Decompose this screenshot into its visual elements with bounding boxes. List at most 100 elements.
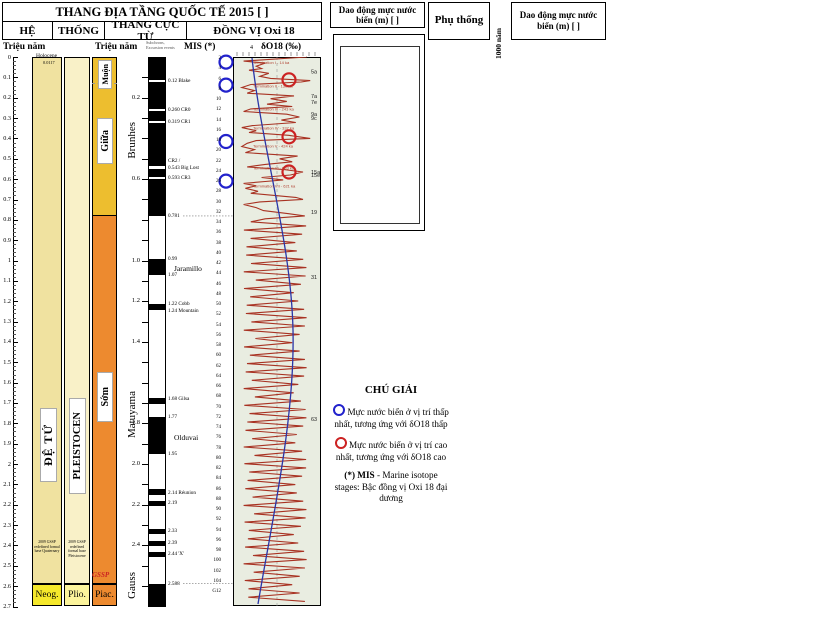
header-col-thong: THỐNG xyxy=(52,21,105,40)
age-tick-label: 0.3 xyxy=(3,114,11,122)
age-minor-tick xyxy=(13,223,16,225)
mis-stage-number: 76 xyxy=(216,435,221,441)
age-minor-tick xyxy=(13,211,16,213)
mis-stage-number: 2 xyxy=(218,56,222,61)
age-tick-label: 0.4 xyxy=(3,134,11,142)
age-minor-tick xyxy=(13,244,16,245)
age-tick-label: 2.1 xyxy=(3,480,11,488)
age-tick xyxy=(13,179,18,181)
age-tick-label: 1.1 xyxy=(3,277,11,285)
age2-tick xyxy=(142,158,148,160)
age-tick-label: 1.7 xyxy=(3,399,11,407)
subchron-label: 2.14 Réunion xyxy=(168,489,196,496)
age-minor-tick xyxy=(13,191,16,193)
age-minor-tick xyxy=(13,61,16,62)
age-tick-label: 0.2 xyxy=(3,94,11,102)
inset-chart-frame xyxy=(333,34,425,231)
piacenzian-label: Piac. xyxy=(92,584,117,606)
mis-stage-number: 78 xyxy=(216,445,221,451)
subchron-label: 1.24 Mountain xyxy=(168,308,199,314)
mis-stage-number: 6 xyxy=(218,76,222,82)
ka-axis-caption: 1000 năm xyxy=(494,28,503,80)
mis-stage-number: 50 xyxy=(216,302,221,307)
age-tick xyxy=(13,565,18,567)
age2-tick xyxy=(142,219,148,221)
age2-tick xyxy=(142,402,148,404)
age-minor-tick xyxy=(13,415,16,416)
system-label: ĐỆ TỨ xyxy=(41,423,55,466)
mis-caption: MIS (*) xyxy=(184,42,216,52)
age-tick xyxy=(13,260,18,262)
age-minor-tick xyxy=(13,476,16,477)
system-label-box: ĐỆ TỨ xyxy=(40,408,57,482)
age-minor-tick xyxy=(13,394,16,396)
age-minor-tick xyxy=(13,496,16,498)
age-minor-tick xyxy=(13,508,16,510)
age-minor-tick xyxy=(13,407,16,408)
age-tick xyxy=(13,484,18,486)
mis-stage-number: 88 xyxy=(216,496,221,502)
age2-tick xyxy=(142,321,148,323)
age-minor-tick xyxy=(13,171,16,172)
mis-stage-number: 12 xyxy=(216,107,221,113)
subchron-label: 1.22 Cobb xyxy=(168,301,190,308)
polarity-normal-segment xyxy=(149,168,165,177)
age-tick xyxy=(13,464,18,465)
polarity-normal-segment xyxy=(149,500,165,506)
legend-note-rest: - Marine isotope stages: Bậc đồng vị Oxi… xyxy=(334,470,448,503)
age-minor-tick xyxy=(13,578,16,579)
age-minor-tick xyxy=(13,272,16,274)
age-minor-tick xyxy=(13,561,16,563)
age-minor-tick xyxy=(13,537,16,539)
age2-tick xyxy=(142,280,148,282)
age-minor-tick xyxy=(13,313,16,315)
d18o-caption: δO18 (‰) xyxy=(261,42,302,52)
mis-stage-number: 80 xyxy=(216,455,221,461)
age-minor-tick xyxy=(13,65,16,66)
chron-label-text: Gauss xyxy=(126,571,138,599)
subchron-label: 0.260 CR0 xyxy=(168,106,191,113)
polarity-normal-segment xyxy=(149,489,165,496)
age-tick xyxy=(13,97,18,99)
age2-tick xyxy=(142,341,148,343)
age-tick-label: 1.8 xyxy=(3,419,11,427)
age-minor-tick xyxy=(13,602,16,604)
age-minor-tick xyxy=(13,105,16,107)
age-minor-tick xyxy=(13,166,16,168)
age-tick-label: 2.5 xyxy=(3,562,11,570)
legend-note: (*) MIS - Marine isotope stages: Bậc đồn… xyxy=(333,470,449,505)
age-minor-tick xyxy=(13,73,16,75)
som-label: Sớm xyxy=(99,387,111,407)
legend: CHÚ GIẢI Mực nước biển ở vị trí thấp nhấ… xyxy=(333,384,449,505)
age-minor-tick xyxy=(13,284,16,286)
age-tick xyxy=(13,77,18,79)
age2-tick-label: 1.4 xyxy=(131,337,140,345)
lowstand-circle-marker xyxy=(218,173,234,189)
age-tick-label: 1.2 xyxy=(3,297,11,305)
lowstand-circle-marker xyxy=(218,133,234,150)
age-tick xyxy=(13,443,18,445)
header-col-oxi18: ĐỒNG VỊ Oxi 18 xyxy=(186,21,322,40)
age-minor-tick xyxy=(13,594,16,595)
age-minor-tick xyxy=(13,134,16,136)
subchron-label: 0.319 CR1 xyxy=(168,118,191,125)
age2-tick-label: 0.6 xyxy=(131,175,140,183)
age-minor-tick xyxy=(13,346,16,347)
age-tick-label: 2.2 xyxy=(3,501,11,509)
age-minor-tick xyxy=(13,431,16,433)
age2-tick xyxy=(142,525,148,526)
age-minor-tick xyxy=(13,215,16,217)
age-tick xyxy=(13,138,18,140)
holocene-label: Holocene xyxy=(36,53,58,59)
age2-tick-label: 1.8 xyxy=(131,419,140,427)
subchron-label: 2.588 xyxy=(168,580,180,587)
mis-stage-number: 48 xyxy=(216,291,221,297)
som-label-box: Sớm xyxy=(97,372,113,422)
mis-stage-number: 24 xyxy=(216,168,221,174)
polarity-normal-segment xyxy=(149,417,165,454)
subchron-label: 1.68 Gilsa xyxy=(168,395,190,402)
red-circle-icon xyxy=(334,437,347,449)
age-tick-label: 0.5 xyxy=(3,155,11,163)
mis-stage-number: 82 xyxy=(216,466,221,471)
muon-label-box: Muộn xyxy=(98,60,112,89)
